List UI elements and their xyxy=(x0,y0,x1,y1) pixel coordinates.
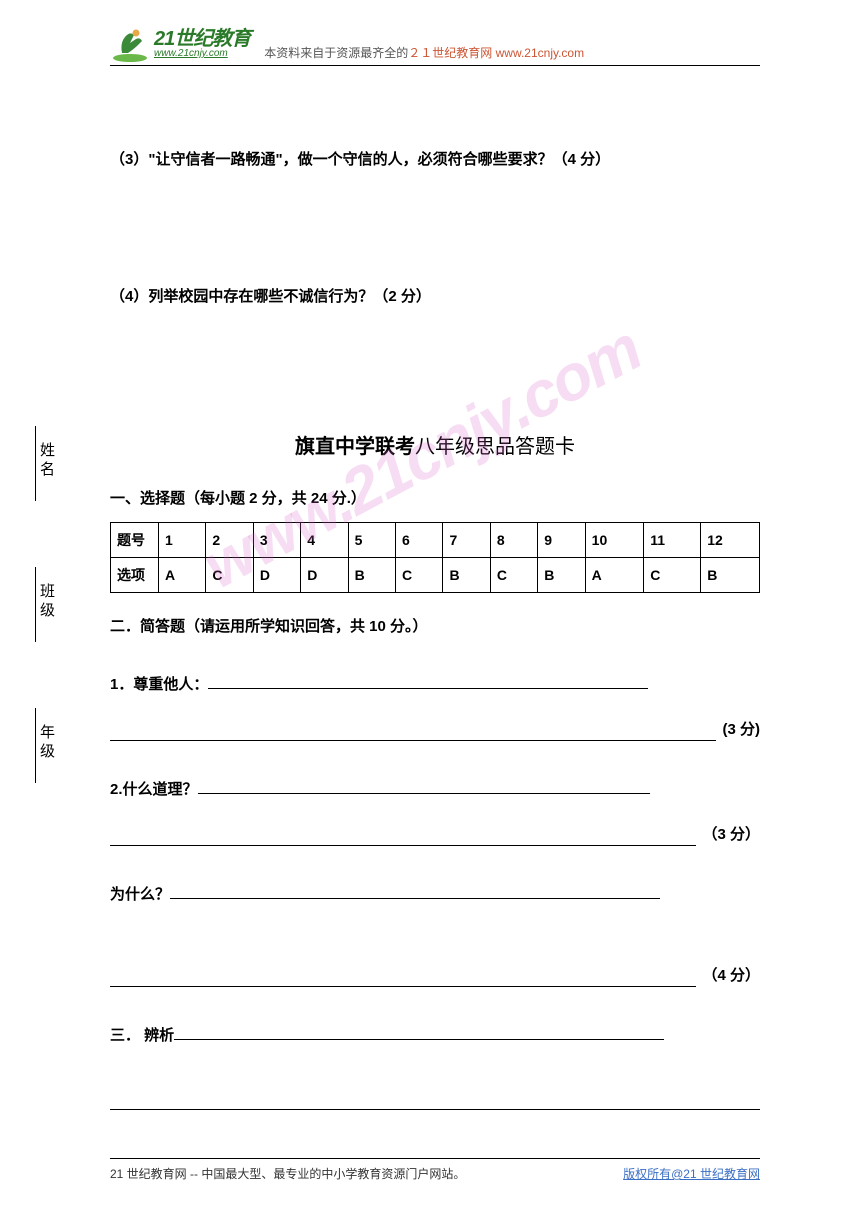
table-cell: 4 xyxy=(301,523,348,558)
table-cell: A xyxy=(585,558,644,593)
footer-right-link[interactable]: 版权所有@21 世纪教育网 xyxy=(623,1165,760,1182)
table-cell: D xyxy=(253,558,300,593)
table-cell: 1 xyxy=(159,523,206,558)
table-cell: B xyxy=(443,558,490,593)
table-cell: 9 xyxy=(538,523,585,558)
table-cell: 3 xyxy=(253,523,300,558)
side-label-name: 姓名 xyxy=(35,420,57,501)
header-source-text: 本资料来自于资源最齐全的２１世纪教育网 www.21cnjy.com xyxy=(264,44,584,63)
answer-card-title: 旗直中学联考八年级思品答题卡 xyxy=(110,430,760,459)
answer-line: (3 分) xyxy=(110,717,760,741)
logo: 21世纪教育 www.21cnjy.com xyxy=(110,25,250,63)
answer-table: 题号 1 2 3 4 5 6 7 8 9 10 11 12 选项 A C D D… xyxy=(110,522,760,593)
logo-url: www.21cnjy.com xyxy=(154,49,250,59)
table-cell: C xyxy=(490,558,537,593)
table-cell: 5 xyxy=(348,523,395,558)
row-label: 题号 xyxy=(111,523,159,558)
table-cell: 11 xyxy=(644,523,701,558)
table-cell: 10 xyxy=(585,523,644,558)
logo-icon xyxy=(110,25,150,63)
section-1-heading: 一、选择题（每小题 2 分，共 24 分.） xyxy=(110,487,760,508)
short-answer-2: 2.什么道理？ xyxy=(110,773,760,806)
table-cell: B xyxy=(348,558,395,593)
table-cell: C xyxy=(396,558,443,593)
logo-title: 21世纪教育 xyxy=(154,29,250,49)
short-answer-1: 1．尊重他人： xyxy=(110,668,760,701)
answer-line: （3 分） xyxy=(110,822,760,846)
why-question: 为什么？ xyxy=(110,878,760,911)
table-cell: C xyxy=(644,558,701,593)
table-cell: B xyxy=(701,558,760,593)
table-cell: 12 xyxy=(701,523,760,558)
table-row: 选项 A C D D B C B C B A C B xyxy=(111,558,760,593)
answer-line: （4 分） xyxy=(110,963,760,987)
table-cell: 6 xyxy=(396,523,443,558)
page-footer: 21 世纪教育网 -- 中国最大型、最专业的中小学教育资源门户网站。 版权所有@… xyxy=(110,1158,760,1182)
side-label-grade: 年级 xyxy=(35,702,57,783)
table-row: 题号 1 2 3 4 5 6 7 8 9 10 11 12 xyxy=(111,523,760,558)
section-2-heading: 二．简答题（请运用所学知识回答，共 10 分。） xyxy=(110,615,760,636)
section-3: 三． 辨析 xyxy=(110,1019,760,1052)
side-label-class: 班级 xyxy=(35,561,57,642)
table-cell: 2 xyxy=(206,523,253,558)
question-3: （3）"让守信者一路畅通"，做一个守信的人，必须符合哪些要求？（4 分） xyxy=(110,146,760,173)
answer-line xyxy=(110,1086,760,1110)
question-4: （4）列举校园中存在哪些不诚信行为？（2 分） xyxy=(110,283,760,310)
side-labels: 姓名 班级 年级 xyxy=(35,420,57,843)
table-cell: D xyxy=(301,558,348,593)
page-header: 21世纪教育 www.21cnjy.com 本资料来自于资源最齐全的２１世纪教育… xyxy=(110,25,760,66)
table-cell: 7 xyxy=(443,523,490,558)
table-cell: A xyxy=(159,558,206,593)
table-cell: B xyxy=(538,558,585,593)
table-cell: C xyxy=(206,558,253,593)
table-cell: 8 xyxy=(490,523,537,558)
row-label: 选项 xyxy=(111,558,159,593)
footer-left: 21 世纪教育网 -- 中国最大型、最专业的中小学教育资源门户网站。 xyxy=(110,1165,465,1182)
